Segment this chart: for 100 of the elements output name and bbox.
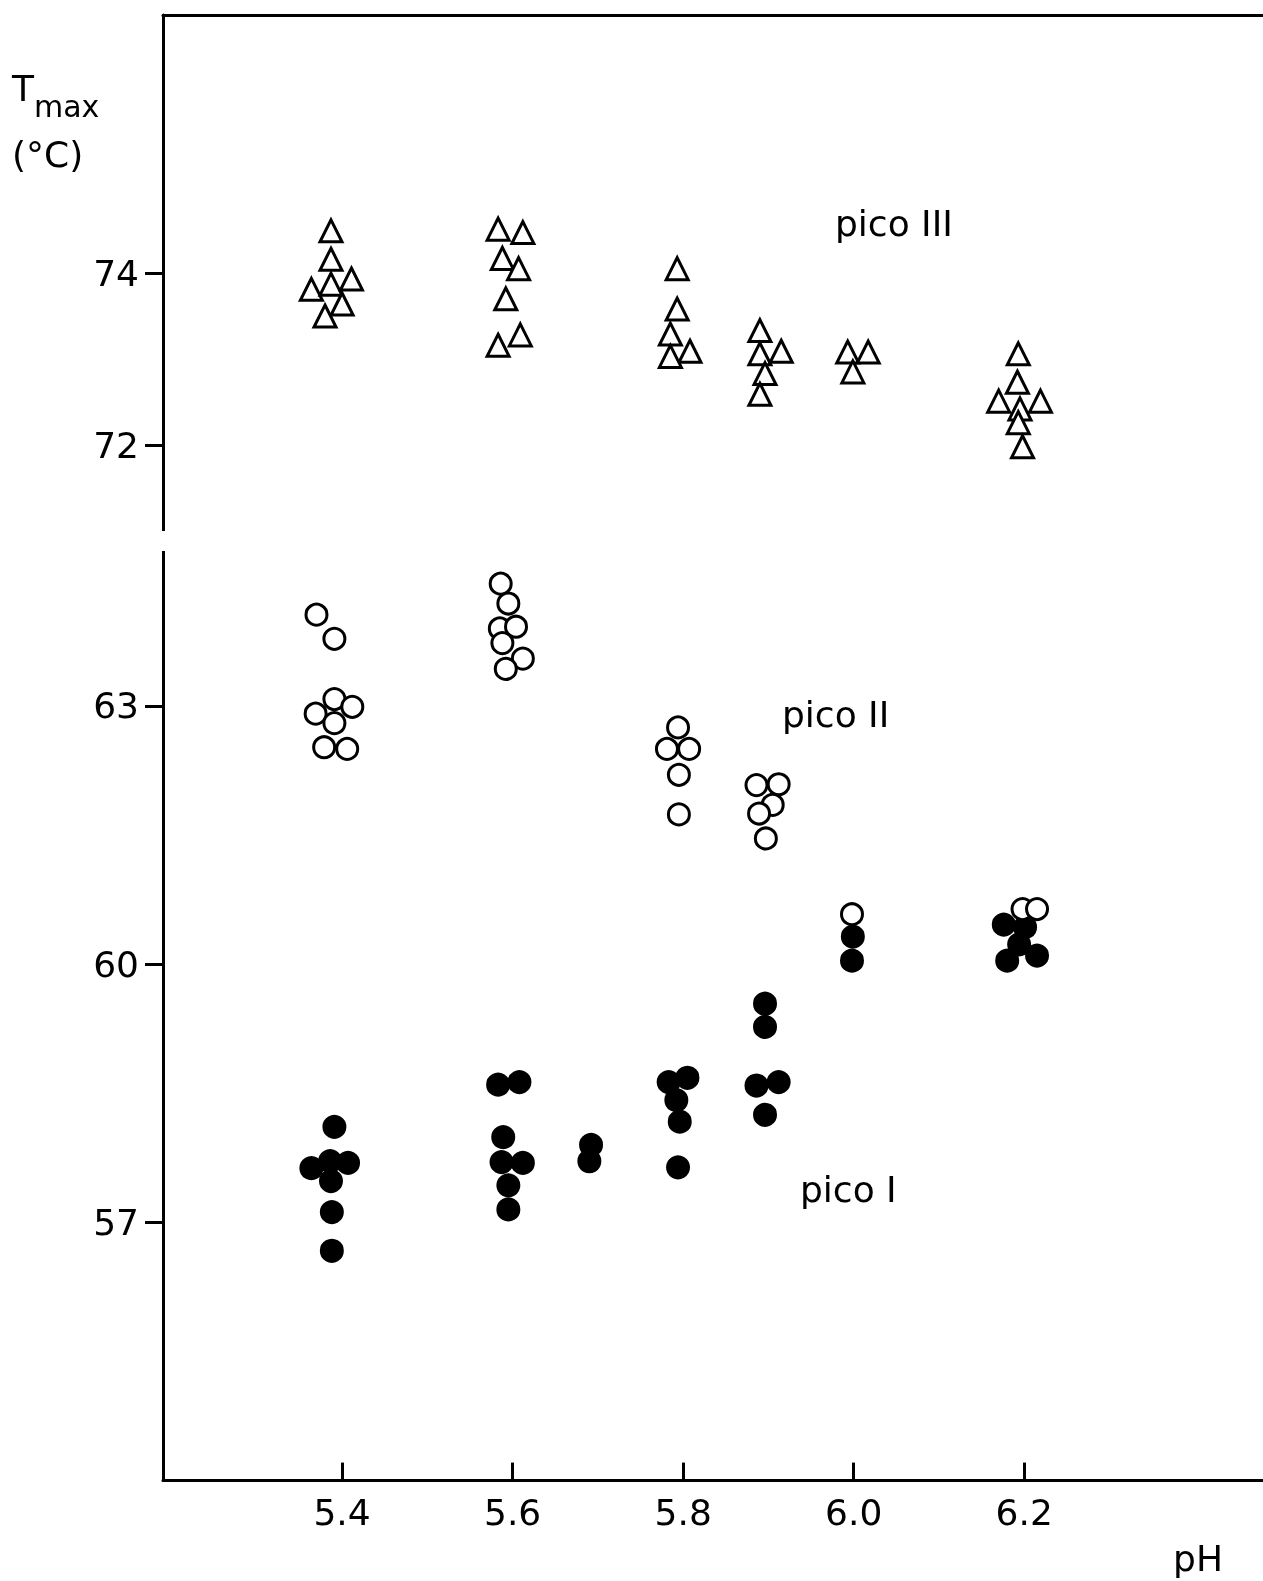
annotation: pico I: [800, 1168, 897, 1210]
point: [488, 572, 513, 597]
point: [1025, 897, 1050, 922]
point: [496, 1173, 521, 1198]
point: [319, 1239, 344, 1264]
point: [666, 715, 691, 740]
point: [1005, 341, 1031, 367]
point: [510, 647, 535, 672]
point: [504, 615, 529, 640]
point: [744, 1073, 769, 1098]
y-tick-label: 60: [93, 944, 139, 986]
point: [496, 591, 521, 616]
point: [666, 802, 691, 827]
point: [663, 294, 691, 322]
y-tick-label: 57: [93, 1202, 139, 1244]
point: [340, 695, 365, 720]
x-tick-label: 6.0: [825, 1492, 883, 1534]
point: [666, 763, 691, 788]
point: [664, 256, 690, 282]
point: [318, 246, 344, 272]
point: [840, 949, 864, 974]
point: [840, 902, 864, 927]
point: [496, 1197, 521, 1222]
x-tick-label: 5.8: [654, 1492, 712, 1534]
point: [1025, 943, 1050, 968]
point: [322, 627, 347, 652]
annotation: pico II: [782, 693, 890, 735]
point: [744, 773, 769, 798]
point: [747, 341, 773, 367]
point: [490, 631, 515, 656]
y-tick-label: 63: [93, 685, 139, 727]
point: [753, 1103, 778, 1128]
point: [319, 1169, 343, 1194]
point: [855, 337, 882, 365]
point: [335, 737, 360, 762]
point: [654, 737, 679, 762]
point: [747, 381, 773, 407]
point: [312, 735, 337, 760]
point: [753, 1015, 778, 1040]
point: [318, 271, 344, 297]
point: [747, 801, 772, 826]
point: [991, 912, 1016, 937]
point: [506, 256, 532, 282]
point: [485, 332, 511, 358]
point: [1010, 434, 1036, 460]
point: [322, 687, 347, 712]
point: [510, 1151, 535, 1176]
point: [493, 286, 519, 312]
point: [338, 264, 365, 292]
point: [840, 359, 866, 385]
point: [747, 318, 773, 344]
point: [664, 1088, 689, 1113]
point: [677, 338, 703, 364]
point: [1004, 367, 1031, 395]
point: [489, 1150, 514, 1175]
point: [657, 321, 683, 347]
point: [312, 303, 338, 329]
point: [666, 1155, 691, 1180]
point: [752, 361, 778, 387]
point: [507, 322, 533, 348]
y-tick-label: 72: [93, 424, 139, 466]
point: [304, 603, 329, 628]
point: [985, 386, 1012, 414]
point: [329, 291, 355, 317]
point: [753, 826, 778, 851]
point: [493, 657, 518, 682]
point: [577, 1149, 602, 1174]
x-tick-label: 5.4: [313, 1492, 371, 1534]
point: [1027, 386, 1054, 414]
point: [318, 218, 344, 244]
point: [322, 711, 347, 736]
point: [766, 772, 791, 797]
point: [768, 338, 794, 364]
point: [753, 992, 778, 1017]
point: [995, 949, 1020, 974]
point: [1005, 410, 1031, 436]
y-tick-label: 74: [93, 252, 139, 294]
x-tick-label: 5.6: [483, 1492, 542, 1534]
point: [657, 343, 683, 369]
point: [486, 1073, 511, 1098]
point: [489, 245, 515, 271]
annotation: pico III: [835, 202, 953, 244]
point: [677, 737, 702, 762]
point: [675, 1066, 700, 1091]
point: [322, 1115, 347, 1140]
point: [299, 1156, 324, 1181]
point: [336, 1151, 361, 1176]
point: [840, 925, 865, 950]
point: [507, 1070, 532, 1095]
x-tick-label: 6.2: [995, 1492, 1053, 1534]
point: [303, 702, 328, 727]
x-axis-title: pH: [1173, 1537, 1223, 1579]
point: [491, 1125, 516, 1150]
point: [298, 276, 324, 302]
point: [834, 337, 861, 365]
point: [484, 214, 512, 242]
point: [667, 1110, 692, 1135]
point: [766, 1070, 791, 1095]
point: [510, 220, 536, 246]
point: [319, 1200, 344, 1225]
